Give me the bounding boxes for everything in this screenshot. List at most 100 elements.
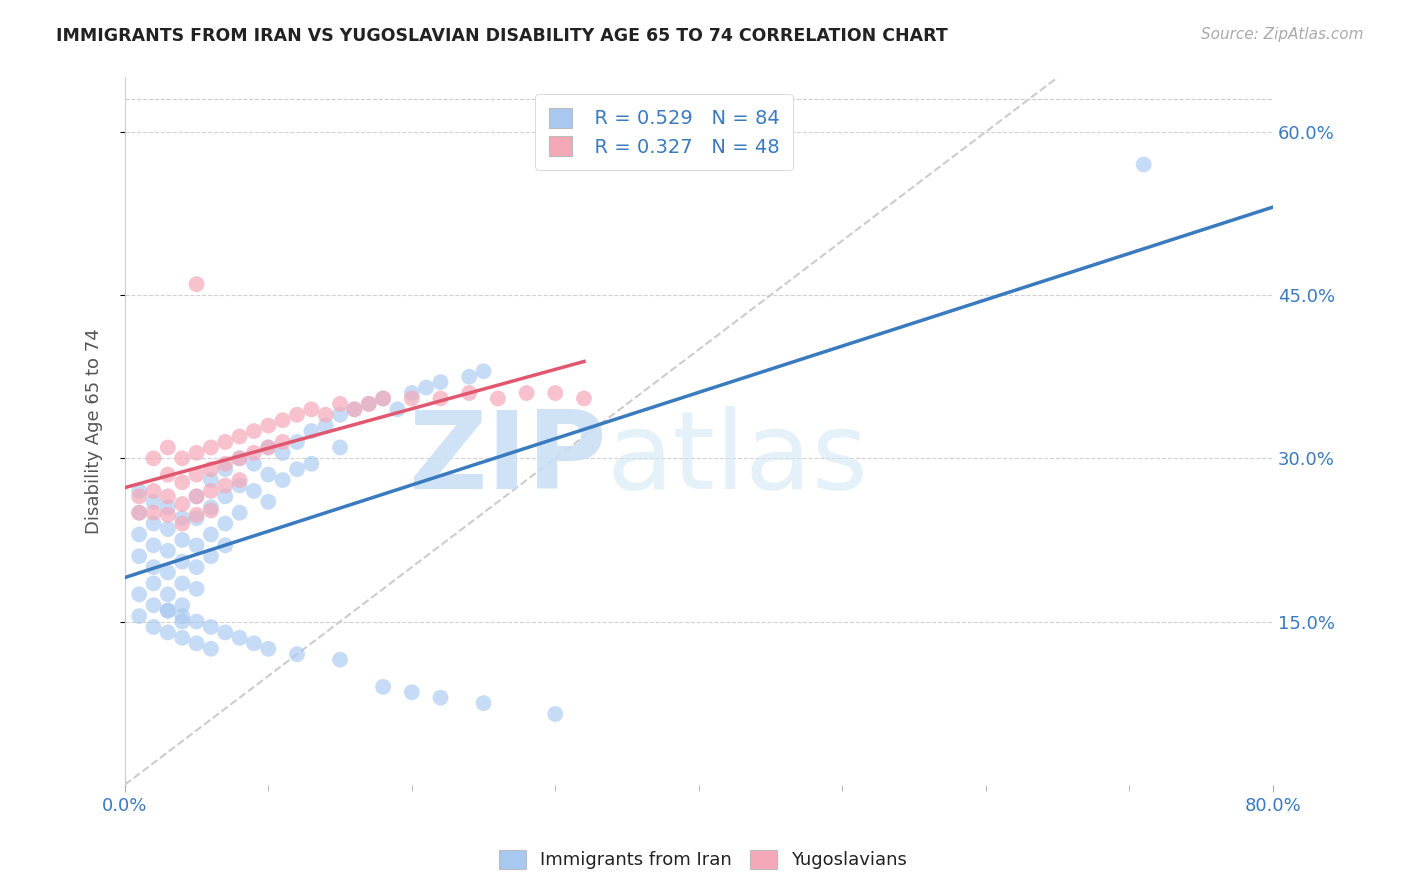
Point (142, 598, 165, 612)
Point (172, 631, 194, 645)
Point (172, 555, 194, 569)
Point (186, 538, 208, 552)
Point (329, 397, 352, 411)
Point (172, 497, 194, 511)
Point (544, 386, 567, 401)
Point (156, 604, 179, 618)
Point (228, 506, 250, 520)
Point (128, 527, 150, 541)
Point (214, 457, 236, 471)
Point (271, 446, 294, 460)
Point (315, 408, 337, 422)
Point (1132, 157, 1154, 171)
Point (186, 560, 208, 574)
Point (486, 392, 509, 406)
Point (172, 598, 194, 612)
Point (186, 489, 208, 503)
Point (243, 446, 266, 460)
Point (343, 402, 366, 417)
Point (329, 408, 352, 422)
Point (357, 397, 380, 411)
Point (228, 473, 250, 487)
Point (271, 473, 294, 487)
Point (257, 441, 280, 455)
Point (387, 402, 409, 417)
Point (172, 609, 194, 624)
Point (142, 495, 165, 509)
Point (156, 441, 179, 455)
Point (200, 641, 222, 656)
Point (371, 392, 394, 406)
Point (156, 508, 179, 522)
Point (200, 473, 222, 487)
Point (172, 511, 194, 525)
Point (214, 538, 236, 552)
Point (186, 508, 208, 522)
Point (257, 467, 280, 482)
Point (142, 516, 165, 531)
Point (156, 543, 179, 558)
Point (200, 503, 222, 517)
Point (285, 408, 308, 422)
Point (299, 402, 322, 417)
Legend: Immigrants from Iran, Yugoslavians: Immigrants from Iran, Yugoslavians (489, 840, 917, 879)
Point (285, 647, 308, 661)
Text: Source: ZipAtlas.com: Source: ZipAtlas.com (1201, 27, 1364, 42)
Point (243, 424, 266, 438)
Point (172, 533, 194, 547)
Point (572, 392, 595, 406)
Point (142, 620, 165, 634)
Y-axis label: Disability Age 65 to 74: Disability Age 65 to 74 (86, 328, 103, 534)
Point (128, 506, 150, 520)
Point (401, 386, 423, 401)
Point (516, 386, 538, 401)
Point (186, 277, 208, 292)
Point (243, 636, 266, 650)
Point (172, 576, 194, 591)
Point (200, 462, 222, 476)
Point (243, 483, 266, 498)
Point (142, 538, 165, 552)
Point (299, 424, 322, 438)
Point (172, 451, 194, 466)
Point (315, 418, 337, 433)
Point (257, 418, 280, 433)
Point (228, 451, 250, 466)
Point (401, 392, 423, 406)
Point (329, 441, 352, 455)
Point (214, 489, 236, 503)
Point (200, 483, 222, 498)
Point (200, 500, 222, 515)
Point (228, 451, 250, 466)
Point (156, 489, 179, 503)
Point (458, 369, 481, 384)
Point (429, 392, 451, 406)
Point (429, 690, 451, 705)
Point (128, 549, 150, 564)
Point (472, 364, 495, 378)
Point (186, 446, 208, 460)
Point (214, 625, 236, 640)
Point (200, 549, 222, 564)
Point (172, 475, 194, 490)
Point (156, 500, 179, 515)
Point (200, 620, 222, 634)
Point (285, 434, 308, 449)
Point (142, 506, 165, 520)
Point (371, 680, 394, 694)
Point (214, 462, 236, 476)
Point (142, 560, 165, 574)
Point (128, 609, 150, 624)
Point (257, 641, 280, 656)
Text: atlas: atlas (607, 407, 869, 512)
Point (299, 457, 322, 471)
Point (156, 522, 179, 536)
Point (415, 380, 437, 394)
Point (156, 467, 179, 482)
Point (343, 402, 366, 417)
Point (172, 516, 194, 531)
Point (271, 434, 294, 449)
Point (142, 483, 165, 498)
Point (257, 495, 280, 509)
Point (156, 604, 179, 618)
